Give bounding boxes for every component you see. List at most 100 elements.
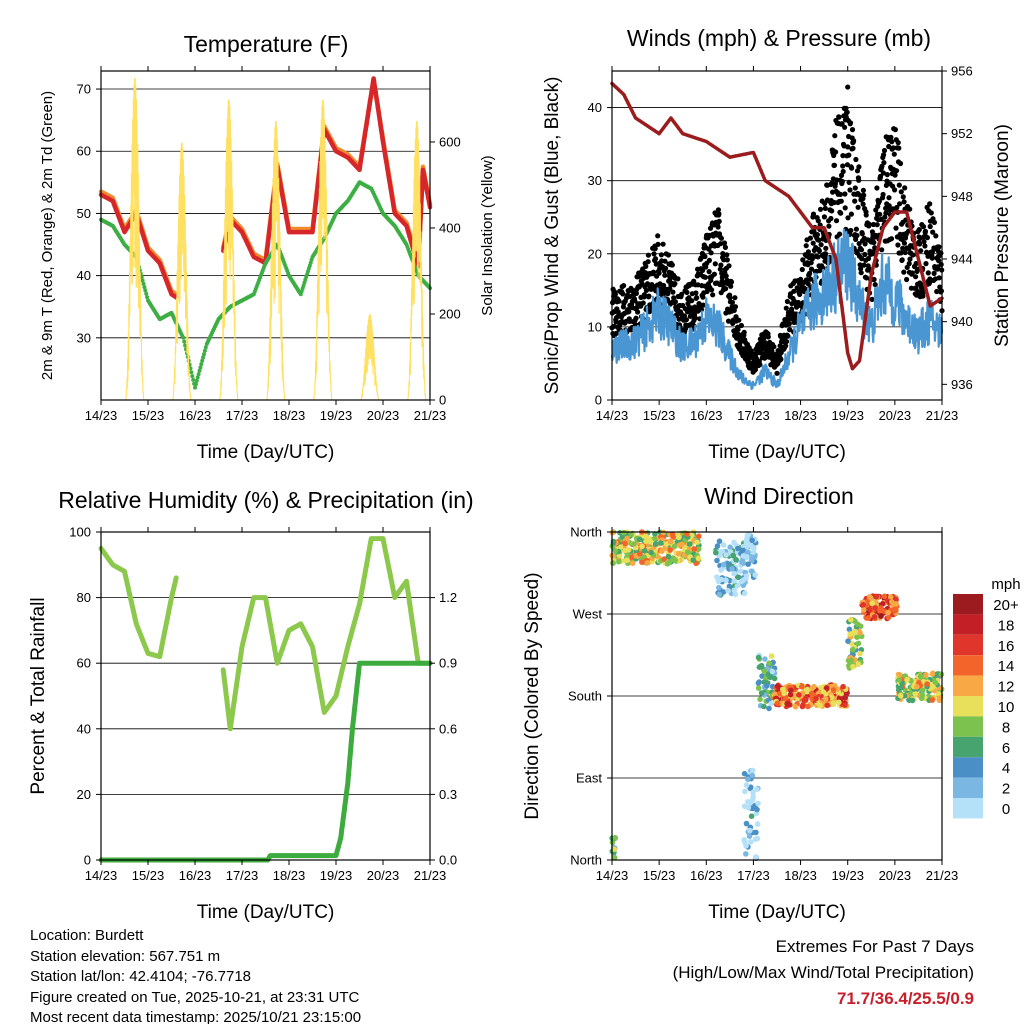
data-point	[633, 315, 639, 321]
wind-direction-point	[748, 557, 755, 564]
data-point	[711, 271, 718, 277]
series-line	[98, 545, 179, 660]
data-point	[803, 243, 809, 249]
data-point	[202, 352, 206, 357]
data-point	[872, 282, 878, 288]
wind-direction-point	[914, 684, 920, 690]
data-point	[899, 257, 905, 263]
data-point	[845, 144, 851, 150]
data-point	[898, 250, 904, 256]
data-point	[807, 270, 813, 276]
data-point	[892, 172, 898, 178]
wind-direction-point	[749, 772, 756, 779]
data-point	[853, 226, 860, 232]
data-point	[672, 299, 679, 305]
legend-label: 12	[998, 679, 1015, 696]
latlon-text: Station lat/lon: 42.4104; -76.7718	[30, 968, 252, 985]
data-point	[191, 377, 196, 382]
y2-tick-label: 0.9	[439, 656, 457, 671]
data-point	[660, 291, 667, 297]
wind-direction-point	[745, 799, 751, 805]
y2-tick-label: 936	[951, 377, 973, 392]
data-point	[883, 205, 889, 211]
y2-tick-label: 948	[951, 189, 973, 204]
data-point	[651, 251, 657, 257]
wind-direction-point	[842, 702, 848, 708]
wind-direction-point	[735, 545, 741, 552]
wind-direction-point	[749, 568, 755, 574]
wind-direction-point	[887, 594, 894, 600]
data-point	[854, 168, 861, 174]
data-point	[927, 201, 933, 207]
data-point	[778, 356, 784, 362]
wind-direction-point	[720, 542, 727, 548]
extremes-title: Extremes For Past 7 Days	[775, 937, 974, 956]
x-tick-label: 16/23	[690, 868, 723, 883]
data-point	[836, 114, 842, 120]
legend-label: 8	[1002, 719, 1010, 736]
x-tick-label: 16/23	[179, 868, 212, 883]
data-point	[725, 318, 732, 324]
wind-direction-point	[667, 547, 673, 553]
data-point	[869, 296, 875, 302]
x-axis-label: Time (Day/UTC)	[197, 442, 335, 463]
wind-direction-point	[659, 548, 665, 555]
solar-insolation-day	[218, 99, 239, 401]
data-point	[890, 145, 896, 151]
data-point	[851, 138, 857, 144]
wind-direction-point	[843, 691, 850, 697]
wind-direction-point	[716, 591, 723, 598]
wind-direction-point	[889, 599, 895, 605]
wind-direction-point	[749, 537, 755, 544]
data-point	[889, 139, 895, 145]
data-point	[732, 295, 738, 301]
wind-direction-point	[901, 693, 908, 699]
data-point	[860, 187, 867, 193]
data-point	[181, 335, 186, 340]
wind-direction-point	[909, 697, 916, 704]
wind-direction-point	[849, 646, 856, 653]
wind-direction-point	[612, 548, 619, 554]
series-solar-insolation	[124, 78, 427, 401]
data-point	[866, 221, 872, 227]
data-point	[938, 250, 944, 256]
data-point	[199, 362, 204, 367]
y-tick-label: 60	[77, 144, 91, 159]
data-point	[858, 270, 864, 276]
wind-direction-points	[609, 529, 945, 862]
data-point	[670, 289, 676, 295]
data-point	[916, 227, 922, 233]
data-point	[700, 294, 706, 300]
wind-direction-point	[720, 561, 727, 568]
speed-legend: mph 20+ 18 16 14 12 10 8 6 4 2 0	[953, 576, 1021, 819]
data-point	[848, 211, 855, 217]
wind-direction-point	[869, 600, 875, 607]
wind-direction-point	[748, 813, 755, 819]
x-tick-label: 18/23	[273, 408, 306, 423]
data-point	[193, 385, 197, 390]
wind-direction-point	[924, 681, 930, 687]
data-point	[847, 120, 854, 126]
data-point	[839, 178, 846, 185]
wind-direction-point	[796, 692, 802, 698]
y2-tick-label: 952	[951, 126, 973, 141]
wind-direction-point	[799, 703, 806, 710]
wind-direction-point	[758, 690, 765, 696]
data-point	[738, 322, 745, 329]
wind-direction-point	[929, 697, 935, 703]
y-tick-label: 40	[588, 100, 602, 115]
x-axis-label: Time (Day/UTC)	[708, 902, 846, 923]
data-point	[719, 274, 725, 280]
data-point	[874, 222, 880, 228]
wind-direction-point	[836, 699, 842, 706]
wind-direction-point	[771, 675, 778, 682]
data-point	[837, 231, 843, 237]
wind-direction-point	[893, 596, 899, 603]
data-point	[706, 269, 712, 275]
data-point	[816, 237, 822, 243]
data-point	[896, 182, 902, 188]
y2-tick-label: 600	[439, 134, 461, 149]
wind-direction-point	[860, 601, 866, 608]
data-point	[894, 204, 900, 211]
